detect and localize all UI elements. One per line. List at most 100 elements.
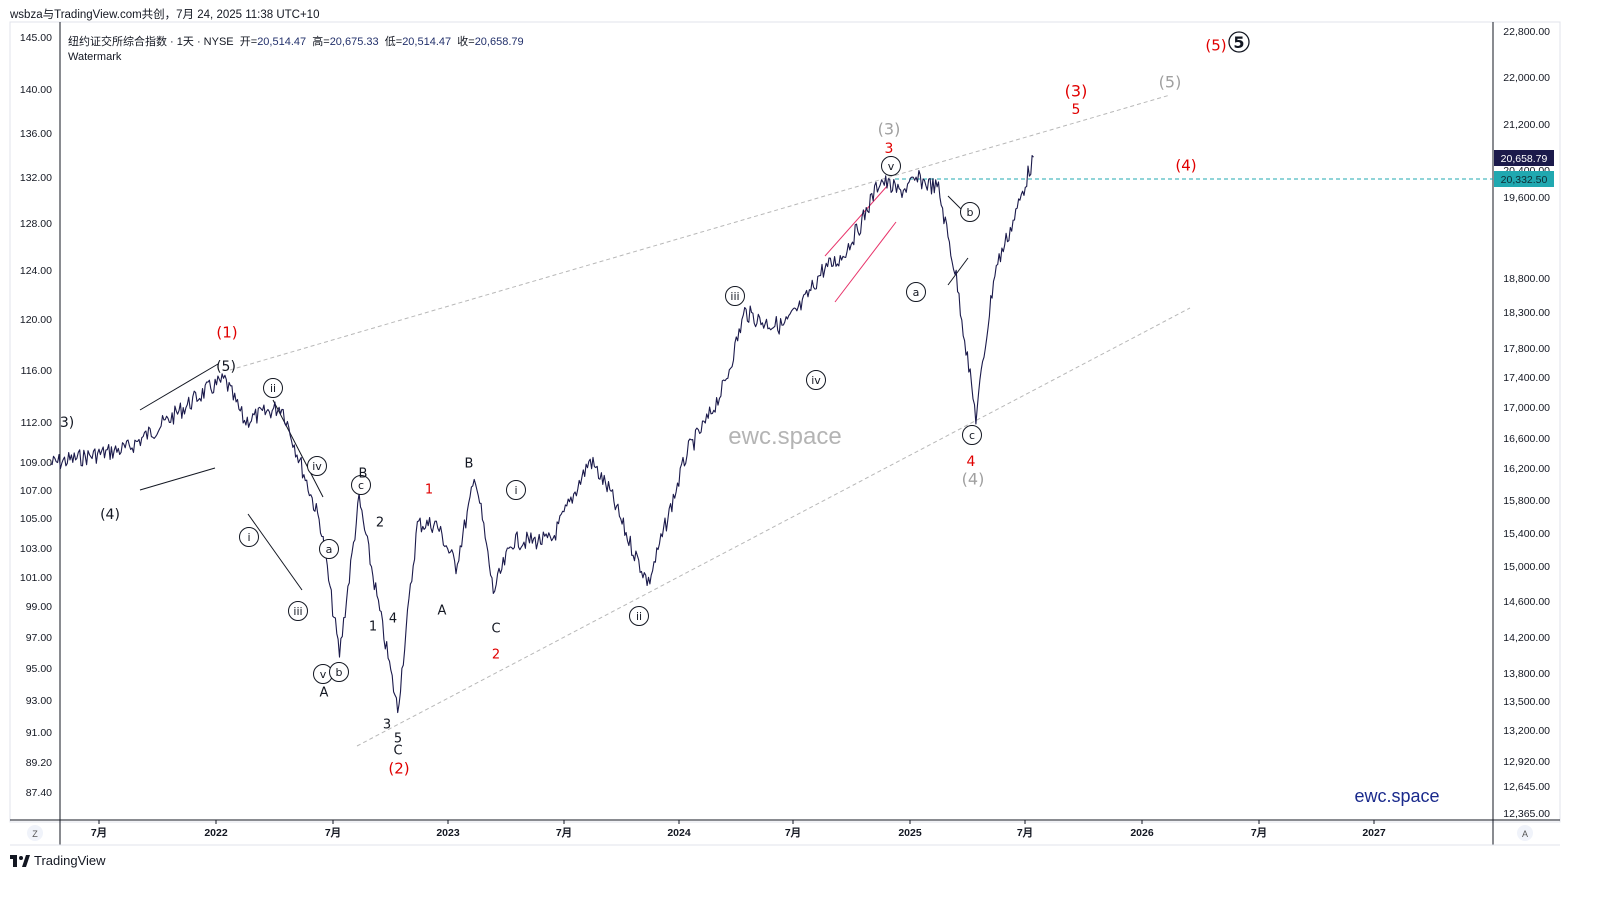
time-tick-label: 7月 [325,827,341,839]
time-tick-label: 2023 [436,827,460,839]
watermark-indicator-label[interactable]: Watermark [68,51,122,63]
wave-label: 3 [885,141,894,157]
wave-label: 3 [383,718,391,733]
right-tick-label: 17,400.00 [1503,372,1550,384]
left-tick-label: 124.00 [20,265,52,277]
pink-channel-lower [834,221,897,303]
wave-label: v [888,160,895,173]
wave-label: 5 [1072,102,1081,118]
chart-frame [9,21,1561,823]
legend-low-label: 低= [384,36,403,48]
wave-label: C [393,744,402,759]
tradingview-logo-icon [10,854,30,867]
wave-label-circle [288,601,308,621]
left-tick-label: 136.00 [20,128,52,140]
right-tick-label: 21,200.00 [1503,119,1550,131]
wave-label: (1) [216,323,237,341]
time-tick-label: 7月 [1017,827,1033,839]
left-axis: 145.00 140.00 136.00 132.00 128.00 124.00 120.… [20,32,52,799]
wave-label: A [320,686,329,701]
watermark-corner: ewc.space [1354,786,1439,806]
right-tick-label: 18,800.00 [1503,273,1550,285]
watermark-center: ewc.space [728,423,841,450]
legend-low: 20,514.47 [402,36,452,48]
time-tick-label: 7月 [91,827,107,839]
wave-label: A [438,604,447,619]
right-tick-label: 12,645.00 [1503,781,1550,793]
left-tick-label: 112.00 [21,417,52,429]
left-tick-label: 120.00 [20,314,52,326]
zoom-right-button[interactable]: A [1517,825,1533,841]
level-price-text: 20,332.50 [1501,174,1548,186]
wave-label: b [336,666,343,679]
tradingview-brand: TradingView [34,853,106,868]
left-tick-label: 109.00 [20,457,52,469]
level-price-badge: 20,332.50 [1494,171,1554,187]
wave-label: b [967,206,974,219]
right-tick-label: 22,800.00 [1503,26,1550,38]
left-tick-label: 101.00 [20,572,52,584]
wave-label-circle [319,539,339,559]
right-axis: 22,800.0022,000.0021,200.0020,400.0019,6… [1503,26,1550,820]
right-tick-label: 16,200.00 [1503,463,1550,475]
wave-label-circle [960,202,980,222]
legend-open-label: 开= [239,36,258,48]
wave-label: 3) [60,415,74,431]
left-tick-label: 89.20 [26,757,52,769]
triangle-upper [139,363,219,411]
zoom-left-button[interactable]: Z [27,825,43,841]
wave-label-circle [307,456,327,476]
wave-label-circle [725,286,745,306]
wave-label-circle [506,480,526,500]
right-tick-label: 17,800.00 [1503,343,1550,355]
left-tick-label: 99.00 [26,601,52,613]
wave-label: iii [293,605,302,618]
wave-label: C [491,622,500,637]
right-tick-label: 13,800.00 [1503,668,1550,680]
wave-label-circle [351,475,371,495]
ohlc-legend: 纽约证交所综合指数 · 1天 · NYSE 开=20,514.47 高=20,6… [68,33,524,49]
upper-channel-line [229,94,1171,371]
right-tick-label: 19,600.00 [1503,192,1550,204]
right-tick-label: 15,800.00 [1503,495,1550,507]
wave-label: iii [730,290,739,303]
b-wave-line-2 [947,257,969,286]
lower-channel-line [356,307,1191,747]
wave-label-circle [629,606,649,626]
wedge-lower [247,513,303,591]
wave-label: i [514,484,517,497]
left-tick-label: 140.00 [20,84,52,96]
wave-label: 2 [376,516,384,531]
tradingview-logo[interactable]: TradingView [10,853,106,868]
triangle-lower [139,467,216,491]
left-tick-label: 132.00 [20,172,52,184]
right-tick-label: 13,200.00 [1503,725,1550,737]
time-tick-label: 2024 [667,827,691,839]
price-series-line [50,155,1034,714]
time-axis: 7月 2022 7月 2023 7月 2024 7月 2025 7月 2026 7月 2027 [91,820,1386,839]
last-price-badge: 20,658.79 [1494,150,1554,166]
left-tick-label: 95.00 [26,663,52,675]
right-tick-label: 14,600.00 [1503,596,1550,608]
wave-label: B [465,457,474,472]
wave-label: ii [270,382,276,395]
legend-high-label: 高= [312,36,330,48]
wave-label: (3) [878,120,901,139]
wave-label: 1 [425,483,433,498]
right-tick-label: 12,365.00 [1503,808,1550,820]
legend-high: 20,675.33 [329,36,379,48]
wave-label: c [358,479,364,492]
legend-close-label: 收= [457,36,475,48]
left-tick-label: 91.00 [26,727,52,739]
time-tick-label: 7月 [1251,827,1267,839]
wave-label-circle [329,662,349,682]
left-tick-label: 105.00 [20,513,52,525]
wave-label: a [326,543,333,556]
time-tick-label: 2026 [1130,827,1154,839]
trendlines [139,94,1493,747]
legend-open: 20,514.47 [257,36,307,48]
wave-label: (5) [1159,73,1182,92]
right-tick-label: 13,500.00 [1503,696,1550,708]
wave-label: a [913,286,920,299]
